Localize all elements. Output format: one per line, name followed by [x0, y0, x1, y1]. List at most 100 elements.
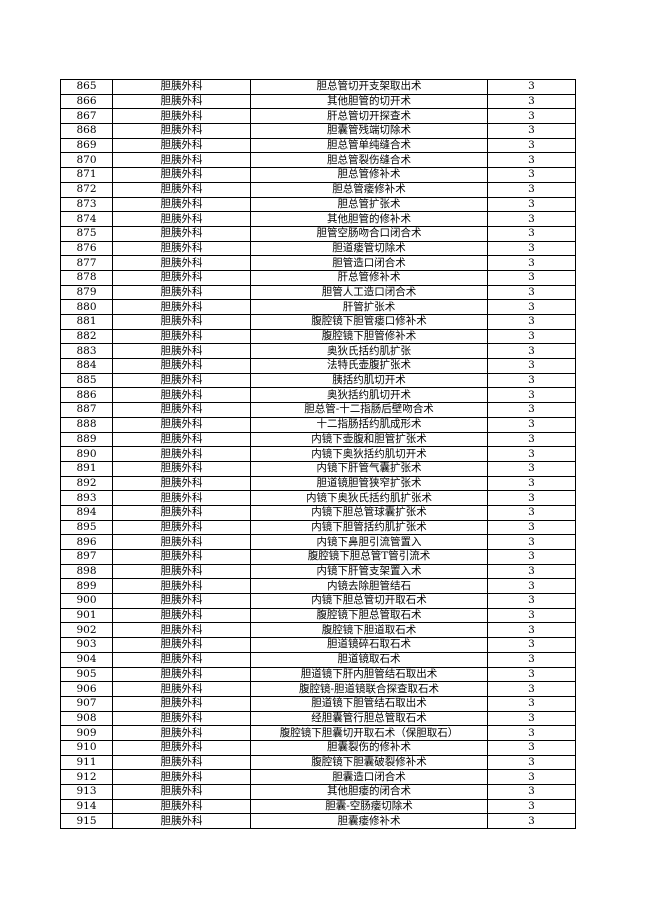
row-number-cell: 894 [60, 504, 113, 521]
procedure-name-cell: 胆道镜下胆管结石取出术 [250, 695, 488, 712]
table-row: 883 胆胰外科 奥狄氏括约肌扩张 3 [60, 343, 576, 360]
department-cell: 胆胰外科 [112, 681, 251, 697]
table-row: 870 胆胰外科 胆总管裂伤缝合术 3 [60, 152, 576, 169]
table-row: 886 胆胰外科 奥狄括约肌切开术 3 [60, 387, 576, 404]
table-row: 895 胆胰外科 内镜下胆管括约肌扩张术 3 [60, 519, 576, 536]
row-number-cell: 884 [60, 358, 113, 374]
grade-cell: 3 [487, 739, 576, 756]
procedure-name-cell: 肝管扩张术 [250, 299, 488, 315]
table-row: 879 胆胰外科 胆管人工造口闭合术 3 [60, 284, 576, 301]
table-row: 911 胆胰外科 腹腔镜下胆囊破裂修补术 3 [60, 754, 576, 771]
department-cell: 胆胰外科 [112, 108, 251, 125]
row-number-cell: 879 [60, 284, 113, 301]
procedure-name-cell: 胆总管裂伤缝合术 [250, 152, 488, 169]
procedure-name-cell: 内镜下壶腹和胆管扩张术 [250, 431, 488, 448]
row-number-cell: 913 [60, 784, 113, 800]
procedure-name-cell: 内镜下肝管支架置入术 [250, 563, 488, 580]
row-number-cell: 904 [60, 651, 113, 668]
grade-cell: 3 [487, 299, 576, 315]
procedure-name-cell: 法特氏壶腹扩张术 [250, 358, 488, 374]
procedure-name-cell: 胆管造口闭合术 [250, 255, 488, 271]
row-number-cell: 895 [60, 519, 113, 536]
grade-cell: 3 [487, 710, 576, 727]
department-cell: 胆胰外科 [112, 416, 251, 433]
row-number-cell: 883 [60, 343, 113, 360]
row-number-cell: 891 [60, 460, 113, 477]
row-number-cell: 870 [60, 152, 113, 169]
procedure-name-cell: 内镜下胆总管球囊扩张术 [250, 504, 488, 521]
procedure-name-cell: 奥狄氏括约肌扩张 [250, 343, 488, 360]
grade-cell: 3 [487, 167, 576, 183]
grade-cell: 3 [487, 813, 576, 830]
row-number-cell: 905 [60, 666, 113, 683]
table-row: 887 胆胰外科 胆总管-十二指肠后壁吻合术 3 [60, 402, 576, 418]
grade-cell: 3 [487, 519, 576, 536]
department-cell: 胆胰外科 [112, 314, 251, 330]
table-row: 865 胆胰外科 胆总管切开支架取出术 3 [60, 79, 576, 95]
table-row: 889 胆胰外科 内镜下壶腹和胆管扩张术 3 [60, 431, 576, 448]
row-number-cell: 888 [60, 416, 113, 433]
department-cell: 胆胰外科 [112, 387, 251, 404]
table-row: 878 胆胰外科 肝总管修补术 3 [60, 269, 576, 286]
table-row: 912 胆胰外科 胆囊造口闭合术 3 [60, 769, 576, 785]
table-row: 897 胆胰外科 腹腔镜下胆总管T管引流术 3 [60, 549, 576, 565]
row-number-cell: 886 [60, 387, 113, 404]
department-cell: 胆胰外科 [112, 79, 251, 95]
grade-cell: 3 [487, 123, 576, 139]
procedure-name-cell: 内镜下肝管气囊扩张术 [250, 460, 488, 477]
department-cell: 胆胰外科 [112, 358, 251, 374]
row-number-cell: 867 [60, 108, 113, 125]
grade-cell: 3 [487, 79, 576, 95]
department-cell: 胆胰外科 [112, 769, 251, 785]
row-number-cell: 868 [60, 123, 113, 139]
procedure-name-cell: 其他胆瘘的闭合术 [250, 784, 488, 800]
table-row: 913 胆胰外科 其他胆瘘的闭合术 3 [60, 784, 576, 800]
table-row: 891 胆胰外科 内镜下肝管气囊扩张术 3 [60, 460, 576, 477]
row-number-cell: 890 [60, 446, 113, 462]
table-row: 874 胆胰外科 其他胆管的修补术 3 [60, 211, 576, 227]
grade-cell: 3 [487, 446, 576, 462]
grade-cell: 3 [487, 137, 576, 154]
row-number-cell: 902 [60, 622, 113, 639]
table-row: 873 胆胰外科 胆总管扩张术 3 [60, 196, 576, 213]
row-number-cell: 897 [60, 549, 113, 565]
procedure-name-cell: 其他胆管的切开术 [250, 93, 488, 110]
procedure-name-cell: 胆道镜下肝内胆管结石取出术 [250, 666, 488, 683]
grade-cell: 3 [487, 563, 576, 580]
procedure-name-cell: 胆管空肠吻合口闭合术 [250, 225, 488, 242]
row-number-cell: 909 [60, 725, 113, 741]
row-number-cell: 907 [60, 695, 113, 712]
grade-cell: 3 [487, 784, 576, 800]
procedure-name-cell: 腹腔镜下胆管瘘口修补术 [250, 314, 488, 330]
procedure-name-cell: 肝总管切开探查术 [250, 108, 488, 125]
table-row: 880 胆胰外科 肝管扩张术 3 [60, 299, 576, 315]
procedure-name-cell: 胆总管单纯缝合术 [250, 137, 488, 154]
procedure-name-cell: 腹腔镜下胆囊切开取石术（保胆取石） [250, 725, 488, 741]
procedure-name-cell: 腹腔镜下胆总管T管引流术 [250, 549, 488, 565]
row-number-cell: 872 [60, 181, 113, 198]
table-row: 914 胆胰外科 胆囊-空肠瘘切除术 3 [60, 798, 576, 815]
table-row: 893 胆胰外科 内镜下奥狄氏括约肌扩张术 3 [60, 490, 576, 506]
department-cell: 胆胰外科 [112, 739, 251, 756]
procedure-table: 865 胆胰外科 胆总管切开支架取出术 3 866 胆胰外科 其他胆管的切开术 3 867 胆胰外… [60, 79, 576, 830]
table-row: 901 胆胰外科 腹腔镜下胆总管取石术 3 [60, 607, 576, 624]
grade-cell: 3 [487, 240, 576, 257]
grade-cell: 3 [487, 490, 576, 506]
row-number-cell: 889 [60, 431, 113, 448]
department-cell: 胆胰外科 [112, 372, 251, 389]
table-row: 904 胆胰外科 胆道镜取石术 3 [60, 651, 576, 668]
procedure-name-cell: 胆总管修补术 [250, 167, 488, 183]
department-cell: 胆胰外科 [112, 284, 251, 301]
table-row: 900 胆胰外科 内镜下胆总管切开取石术 3 [60, 593, 576, 609]
grade-cell: 3 [487, 284, 576, 301]
grade-cell: 3 [487, 754, 576, 771]
grade-cell: 3 [487, 475, 576, 492]
procedure-name-cell: 胆道镜碎石取石术 [250, 637, 488, 653]
department-cell: 胆胰外科 [112, 299, 251, 315]
row-number-cell: 899 [60, 578, 113, 595]
grade-cell: 3 [487, 798, 576, 815]
grade-cell: 3 [487, 343, 576, 360]
table-row: 892 胆胰外科 胆道镜胆管狭窄扩张术 3 [60, 475, 576, 492]
department-cell: 胆胰外科 [112, 240, 251, 257]
table-row: 915 胆胰外科 胆囊瘘修补术 3 [60, 813, 576, 830]
